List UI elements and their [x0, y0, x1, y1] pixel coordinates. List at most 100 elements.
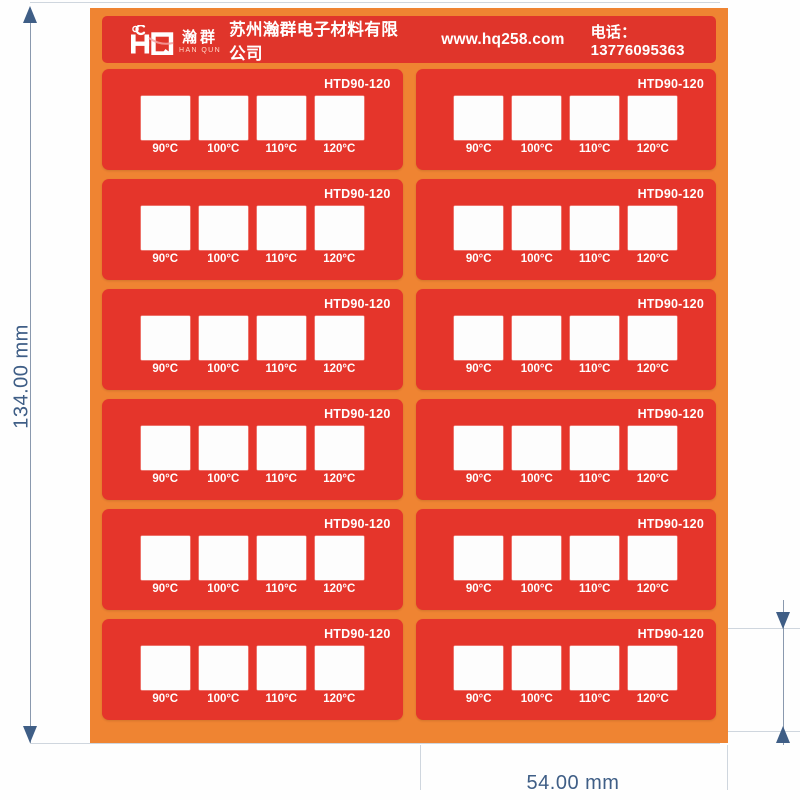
- temperature-label: HTD90-120 90°C 100°C 110°C 120°C: [415, 509, 717, 610]
- temperature-label: HTD90-120 90°C 100°C 110°C 120°C: [415, 399, 717, 500]
- temperature-value: 90°C: [465, 363, 492, 375]
- temperature-value: 90°C: [152, 583, 179, 595]
- label-window-row: 90°C 100°C 110°C 120°C: [416, 316, 717, 375]
- label-model-text: HTD90-120: [324, 627, 391, 641]
- arrow-up-icon: [23, 6, 37, 23]
- temperature-cell: 120°C: [628, 316, 678, 375]
- temperature-value: 100°C: [520, 143, 553, 155]
- temperature-value: 90°C: [152, 143, 179, 155]
- temperature-value: 90°C: [465, 473, 492, 485]
- temperature-value: 90°C: [465, 143, 492, 155]
- indicator-window: [314, 316, 364, 360]
- label-window-row: 90°C 100°C 110°C 120°C: [102, 316, 403, 375]
- arrow-down-icon: [23, 726, 37, 743]
- indicator-window: [140, 426, 190, 470]
- temperature-cell: 90°C: [454, 96, 504, 155]
- indicator-window: [454, 426, 504, 470]
- temperature-label: HTD90-120 90°C 100°C 110°C 120°C: [415, 619, 716, 720]
- temperature-cell: 110°C: [256, 426, 306, 485]
- indicator-window: [256, 426, 306, 470]
- temperature-value: 110°C: [579, 143, 611, 155]
- temperature-cell: 100°C: [512, 426, 562, 485]
- temperature-cell: 90°C: [140, 316, 190, 375]
- indicator-window: [570, 426, 620, 470]
- indicator-window: [314, 96, 364, 140]
- temperature-value: 120°C: [323, 253, 356, 265]
- temperature-cell: 120°C: [628, 426, 678, 485]
- indicator-window: [512, 316, 562, 360]
- label-window-row: 90°C 100°C 110°C 120°C: [102, 426, 403, 485]
- temperature-value: 90°C: [152, 363, 179, 375]
- label-window-row: 90°C 100°C 110°C 120°C: [416, 96, 717, 155]
- indicator-window: [198, 206, 248, 250]
- label-window-row: 90°C 100°C 110°C 120°C: [102, 96, 403, 155]
- temperature-cell: 90°C: [454, 536, 504, 595]
- temperature-cell: 90°C: [140, 96, 190, 155]
- indicator-window: [314, 646, 364, 690]
- indicator-window: [570, 316, 620, 360]
- company-phone: 电话：13776095363: [590, 23, 685, 59]
- temperature-cell: 90°C: [140, 426, 190, 485]
- temperature-value: 100°C: [520, 693, 553, 705]
- temperature-value: 100°C: [520, 363, 553, 375]
- temperature-cell: 100°C: [198, 206, 248, 265]
- company-name: 苏州瀚群电子材料有限公司: [229, 20, 399, 63]
- extension-line-bottom: [30, 743, 720, 744]
- arrow-up-small-icon: [776, 726, 790, 743]
- temperature-cell: 100°C: [512, 316, 562, 375]
- indicator-window: [628, 316, 678, 360]
- temperature-value: 110°C: [579, 363, 611, 375]
- temperature-label: HTD90-120 90°C 100°C 110°C 120°C: [102, 399, 403, 500]
- temperature-value: 120°C: [636, 143, 669, 155]
- indicator-window: [454, 316, 504, 360]
- label-model-text: HTD90-120: [637, 517, 704, 531]
- indicator-window: [454, 96, 504, 140]
- label-grid: HTD90-120 90°C 100°C 110°C 120°C HTD90-120 90°…: [102, 69, 716, 720]
- label-window-row: 90°C 100°C 110°C 120°C: [416, 426, 717, 485]
- indicator-window: [512, 206, 562, 250]
- temperature-value: 110°C: [265, 143, 297, 155]
- label-window-row: 90°C 100°C 110°C 120°C: [102, 206, 403, 265]
- label-window-row: 90°C 100°C 110°C 120°C: [416, 536, 717, 595]
- extension-line-width-left: [420, 745, 421, 790]
- indicator-window: [256, 206, 306, 250]
- temperature-cell: 100°C: [198, 426, 248, 485]
- indicator-window: [628, 206, 678, 250]
- temperature-value: 110°C: [579, 693, 611, 705]
- indicator-window: [314, 426, 364, 470]
- indicator-window: [570, 96, 620, 140]
- temperature-value: 110°C: [579, 583, 611, 595]
- dimension-label-sheet-height: 134.00 mm: [10, 324, 33, 429]
- temperature-value: 90°C: [152, 253, 179, 265]
- temperature-cell: 110°C: [256, 96, 306, 155]
- label-model-text: HTD90-120: [637, 77, 704, 91]
- indicator-window: [198, 316, 248, 360]
- temperature-value: 120°C: [636, 473, 669, 485]
- indicator-window: [140, 206, 190, 250]
- brand-banner: 瀚群 HAN QUN 苏州瀚群电子材料有限公司 www.hq258.com 电话…: [102, 16, 716, 63]
- indicator-window: [570, 206, 620, 250]
- temperature-value: 100°C: [207, 583, 240, 595]
- brand-name-cn: 瀚群: [182, 28, 219, 46]
- label-model-text: HTD90-120: [324, 297, 391, 311]
- indicator-window: [628, 426, 678, 470]
- indicator-window: [140, 646, 190, 690]
- temperature-cell: 110°C: [570, 536, 620, 595]
- indicator-window: [198, 646, 248, 690]
- temperature-label: HTD90-120 90°C 100°C 110°C 120°C: [102, 179, 403, 280]
- company-website: www.hq258.com: [441, 30, 565, 48]
- indicator-window: [314, 536, 364, 580]
- temperature-cell: 90°C: [140, 206, 190, 265]
- extension-line-width-right: [727, 745, 728, 790]
- temperature-cell: 110°C: [570, 426, 620, 485]
- label-model-text: HTD90-120: [637, 627, 704, 641]
- temperature-cell: 110°C: [256, 206, 306, 265]
- temperature-value: 110°C: [265, 693, 297, 705]
- temperature-cell: 100°C: [512, 536, 562, 595]
- temperature-cell: 100°C: [198, 96, 248, 155]
- dimension-line-height: [30, 8, 31, 743]
- temperature-label: HTD90-120 90°C 100°C 110°C 120°C: [415, 179, 716, 280]
- temperature-cell: 110°C: [570, 96, 620, 155]
- temperature-value: 120°C: [323, 693, 356, 705]
